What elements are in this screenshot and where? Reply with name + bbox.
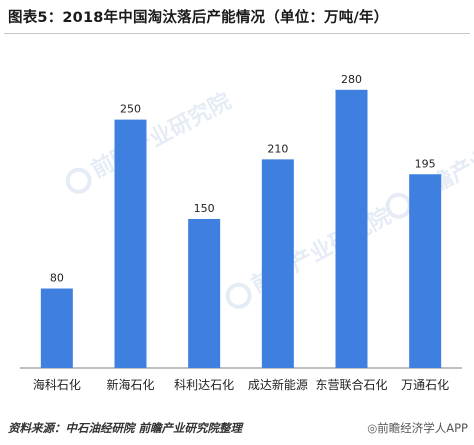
bar-东营联合石化 bbox=[335, 89, 368, 368]
data-label: 80 bbox=[50, 272, 64, 285]
bar-万通石化 bbox=[409, 174, 442, 368]
source-note: 资料来源：中石油经研院 前瞻产业研究院整理 bbox=[8, 421, 243, 435]
bar-海科石化 bbox=[40, 288, 73, 368]
bar-科利达石化 bbox=[188, 218, 221, 368]
data-labels-group: 80 250 150 210 280 195 bbox=[50, 73, 436, 285]
category-label: 东营联合石化 bbox=[315, 377, 387, 392]
data-label: 195 bbox=[415, 157, 436, 170]
bar-成达新能源 bbox=[261, 159, 294, 368]
bar-新海石化 bbox=[114, 119, 147, 368]
category-label: 成达新能源 bbox=[248, 377, 308, 392]
category-label: 万通石化 bbox=[401, 378, 449, 392]
data-label: 150 bbox=[194, 202, 215, 215]
category-labels-group: 海科石化 新海石化 科利达石化 成达新能源 东营联合石化 万通石化 bbox=[33, 377, 449, 392]
data-label: 280 bbox=[341, 73, 362, 86]
data-label: 210 bbox=[267, 142, 288, 155]
bars-group bbox=[40, 89, 442, 368]
footer-watermark: ◎前瞻经济学人APP bbox=[367, 421, 468, 435]
category-label: 科利达石化 bbox=[174, 378, 234, 392]
data-label: 250 bbox=[120, 103, 141, 116]
title-divider bbox=[4, 33, 470, 34]
chart-title: 图表5：2018年中国淘汰落后产能情况（单位：万吨/年） bbox=[8, 10, 389, 26]
category-label: 海科石化 bbox=[33, 377, 81, 392]
category-label: 新海石化 bbox=[106, 377, 154, 392]
